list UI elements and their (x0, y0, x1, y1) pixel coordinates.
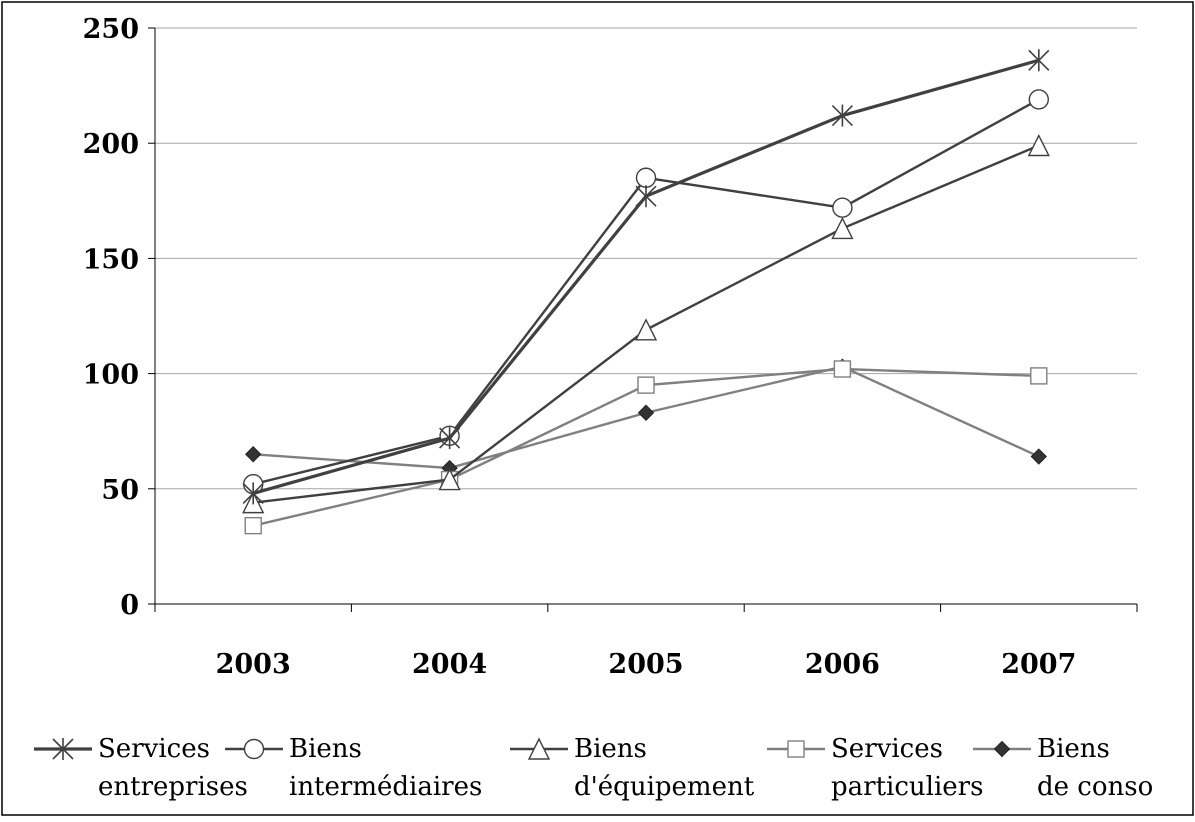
x-tick-label: 2004 (412, 649, 487, 680)
y-tick-label: 200 (83, 129, 139, 160)
legend-marker-asterisk (52, 738, 74, 760)
data-point-diamond (244, 446, 262, 463)
legend-label-line1: Biens (1037, 734, 1110, 764)
legend-marker-diamond (993, 740, 1011, 758)
data-point-triangle (438, 468, 461, 491)
y-tick-label: 50 (101, 475, 139, 506)
legend-item: Biens de conso (973, 734, 1153, 802)
series-line (252, 98, 1040, 486)
legend: ServicesentreprisesBiensintermédiairesBi… (34, 734, 1153, 802)
data-point-square (637, 376, 655, 394)
legend-label-line2: d'équipement (574, 772, 755, 802)
y-tick-label: 100 (83, 360, 139, 391)
x-tick-label: 2005 (608, 649, 683, 680)
legend-label-line1: Services (831, 734, 943, 764)
data-point-square (1030, 367, 1048, 385)
data-point-asterisk (1028, 49, 1050, 72)
legend-marker-circle (243, 738, 265, 760)
data-point-asterisk (439, 427, 461, 450)
legend-label-line1: Services (98, 734, 210, 764)
series-group (242, 49, 1050, 505)
y-tick-label: 250 (83, 14, 139, 45)
data-point-circle (635, 167, 657, 188)
data-point-triangle (1027, 133, 1050, 157)
legend-marker-triangle (527, 737, 551, 760)
y-tick-label: 0 (120, 590, 139, 621)
series-line (252, 58, 1040, 495)
x-tick-label: 2006 (805, 649, 880, 680)
y-tick-label: 150 (83, 244, 139, 275)
series-group (244, 360, 1048, 535)
legend-item: Biens d'équipement (510, 734, 755, 802)
series-group (242, 89, 1050, 495)
series-layer (242, 49, 1050, 535)
legend-item: Services entreprises (34, 734, 248, 802)
data-point-asterisk (242, 482, 264, 505)
data-point-circle (1028, 89, 1050, 110)
legend-label-line2: particuliers (831, 772, 983, 802)
legend-item: Biens intermédiaires (225, 734, 482, 802)
data-point-square (833, 360, 852, 378)
data-point-asterisk (635, 185, 657, 208)
legend-label-line2: intermédiaires (289, 772, 482, 802)
x-tick-label: 2003 (216, 649, 291, 680)
data-point-diamond (1030, 448, 1048, 465)
legend-marker-square (787, 740, 805, 758)
legend-item: Services particuliers (767, 734, 983, 802)
series-group (242, 133, 1050, 514)
legend-label-line1: Biens (289, 734, 362, 764)
data-point-triangle (831, 216, 854, 240)
data-point-diamond (637, 404, 655, 421)
data-point-triangle (634, 318, 658, 341)
axis-layer: 0 50 100 150 200 250 2003 2004 2005 2006 2007 (83, 14, 1138, 680)
data-point-circle (832, 197, 853, 218)
data-point-square (244, 516, 262, 535)
x-tick-label: 2007 (1001, 649, 1076, 680)
legend-label-line2: entreprises (98, 772, 248, 802)
legend-label-line2: de conso (1037, 772, 1153, 802)
data-point-asterisk (831, 104, 853, 127)
legend-label-line1: Biens (574, 734, 647, 764)
